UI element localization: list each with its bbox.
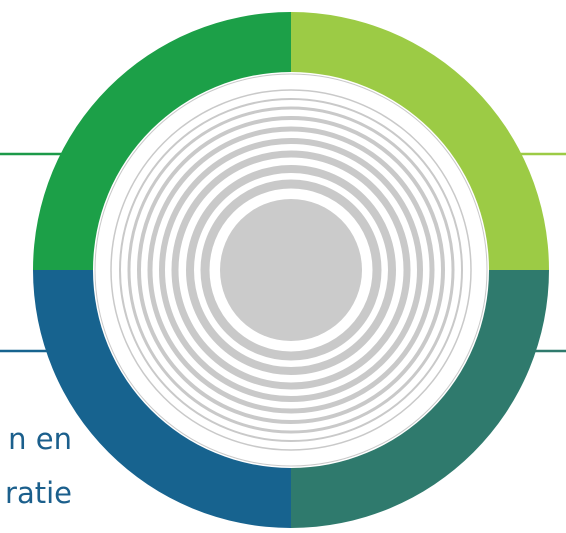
inner-ring-1 bbox=[94, 73, 488, 467]
segment-bottom-left bbox=[33, 270, 291, 528]
segment-bottom-right bbox=[291, 270, 549, 528]
segment-top-left bbox=[33, 12, 291, 270]
inner-ring-9 bbox=[186, 165, 396, 375]
segment-top-right bbox=[291, 12, 549, 270]
inner-ring-7 bbox=[159, 138, 423, 402]
inner-ring-10 bbox=[200, 179, 382, 361]
inner-ring-3 bbox=[119, 98, 463, 442]
inner-ring-6 bbox=[147, 126, 435, 414]
bottom-left-label-line-2: ratie bbox=[5, 476, 72, 510]
center-disc bbox=[220, 199, 362, 341]
inner-ring-4 bbox=[127, 106, 455, 434]
bottom-left-label-line-1: n en bbox=[8, 422, 72, 456]
inner-ring-8 bbox=[171, 150, 411, 390]
inner-ring-5 bbox=[137, 116, 445, 424]
inner-ring-2 bbox=[110, 89, 472, 451]
inner-concentric-rings bbox=[94, 73, 488, 467]
